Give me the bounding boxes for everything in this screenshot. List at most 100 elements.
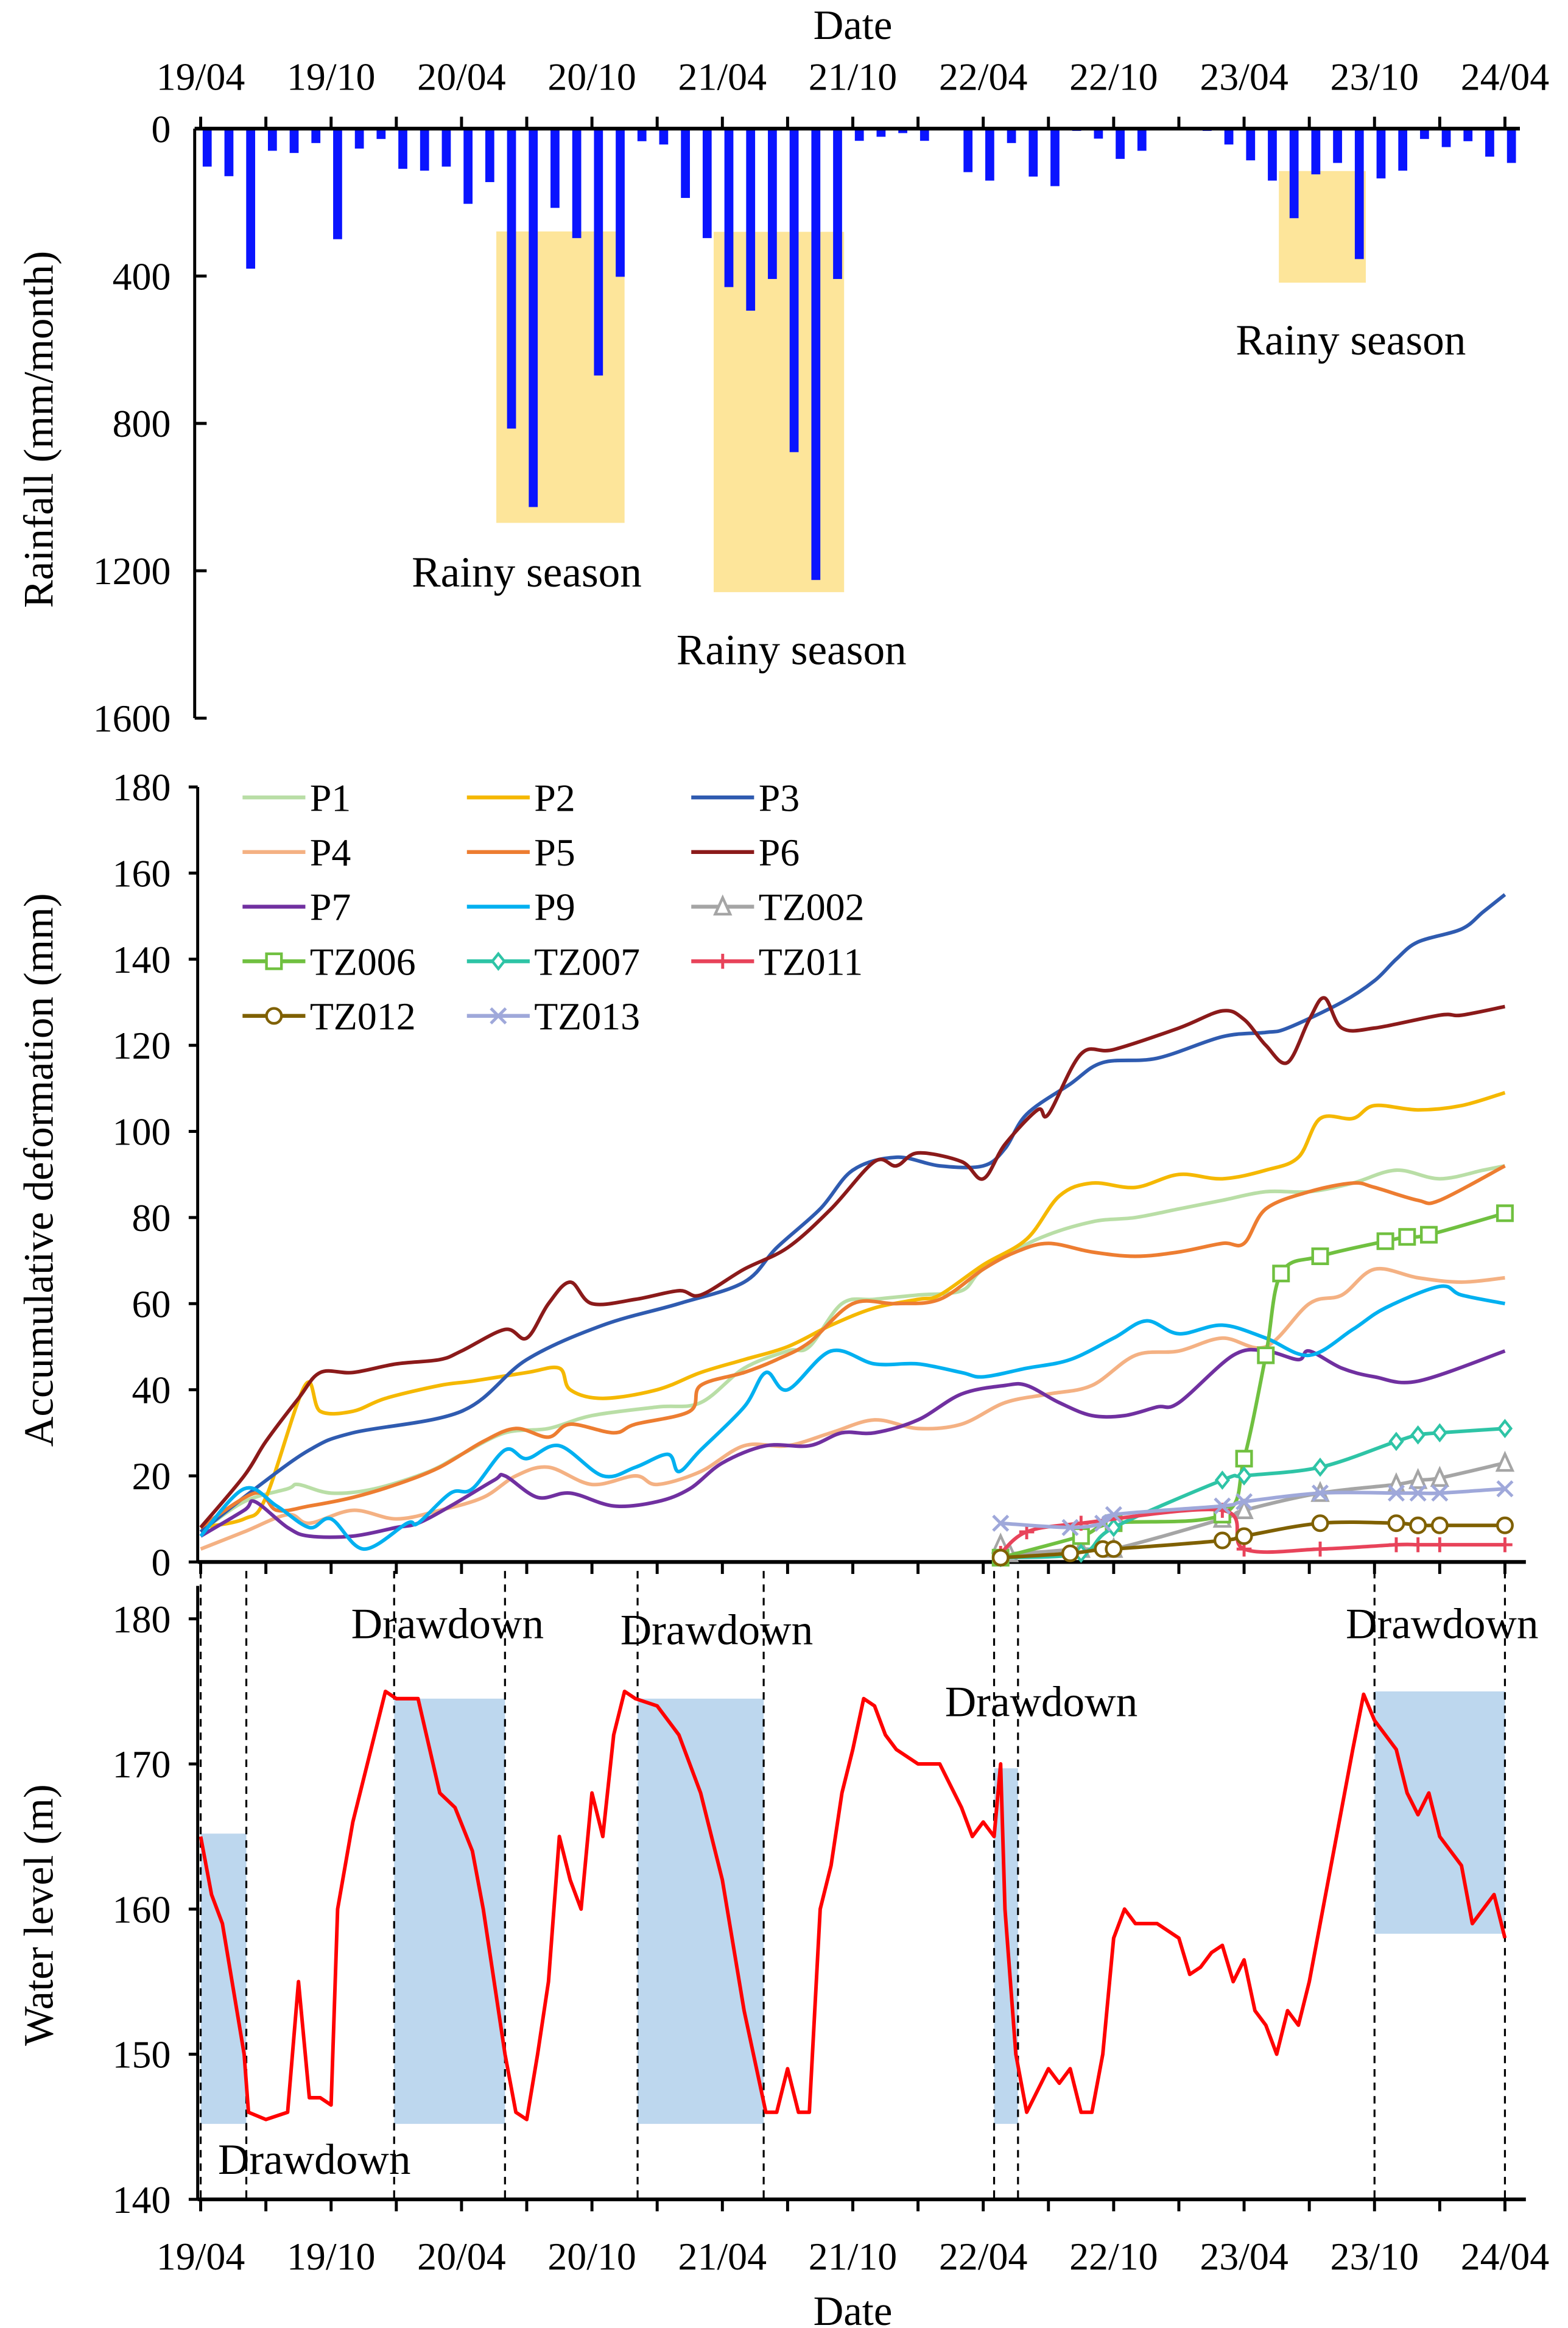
data-point-tz012 bbox=[1496, 1516, 1514, 1534]
rainfall-bar bbox=[1354, 129, 1364, 259]
series-line-p6 bbox=[199, 996, 1506, 1529]
rainfall-bar bbox=[746, 129, 756, 311]
x-tick-label: 19/10 bbox=[287, 55, 375, 98]
y-tick-label: 80 bbox=[132, 1196, 171, 1240]
data-point-tz012 bbox=[1311, 1514, 1329, 1533]
data-point-tz007 bbox=[1214, 1470, 1231, 1490]
data-point-tz012 bbox=[1213, 1531, 1231, 1550]
rainfall-bar bbox=[724, 129, 734, 287]
y-tick-label: 0 bbox=[151, 1540, 171, 1584]
rainfall-bar bbox=[833, 129, 842, 280]
rainfall-bar bbox=[1441, 129, 1451, 147]
series-line-p4 bbox=[200, 1266, 1505, 1551]
legend-label-tz011: TZ011 bbox=[759, 940, 863, 983]
data-point-tz006 bbox=[1398, 1228, 1416, 1246]
rainfall-bar bbox=[572, 129, 582, 238]
rainfall-bar bbox=[1333, 129, 1342, 163]
data-point-tz013 bbox=[1311, 1484, 1329, 1502]
rainfall-bar bbox=[789, 129, 799, 453]
data-point-tz007 bbox=[1497, 1419, 1513, 1439]
y-tick-label: 160 bbox=[113, 1888, 171, 1931]
data-point-tz006 bbox=[1272, 1265, 1290, 1283]
rainfall-bar bbox=[681, 129, 690, 198]
bottom-x-axis-title: Date bbox=[814, 2288, 893, 2328]
x-tick-label: 21/04 bbox=[678, 2235, 767, 2278]
rainfall-bar bbox=[963, 129, 973, 172]
rainfall-bar bbox=[1050, 129, 1060, 186]
data-point-tz013 bbox=[1431, 1484, 1449, 1502]
y-tick-label: 180 bbox=[113, 1598, 171, 1641]
series-line-p9 bbox=[199, 1284, 1506, 1551]
series-line-p5 bbox=[199, 1164, 1506, 1529]
x-tick-label: 23/04 bbox=[1200, 2235, 1288, 2278]
x-tick-label: 23/10 bbox=[1331, 55, 1419, 98]
rainfall-panel: 0 400 800 1200 1600 19/04 19/10 20/04 20/10 21/04… bbox=[93, 55, 1549, 740]
x-tick-label: 23/04 bbox=[1200, 55, 1288, 98]
x-tick-label: 20/04 bbox=[417, 2235, 505, 2278]
data-point-tz011 bbox=[1388, 1537, 1404, 1553]
data-point-tz002 bbox=[1430, 1466, 1450, 1487]
rainfall-bar bbox=[811, 129, 821, 580]
rainy-season-shade-1 bbox=[496, 231, 625, 523]
data-point-tz006 bbox=[1376, 1232, 1394, 1250]
rainfall-bar bbox=[1246, 129, 1256, 161]
data-point-tz007 bbox=[1410, 1425, 1426, 1445]
data-point-tz011 bbox=[1410, 1537, 1426, 1553]
rainfall-bar bbox=[1311, 129, 1321, 175]
y-tick-label: 140 bbox=[113, 2178, 171, 2221]
drawdown-shade-5 bbox=[1374, 1691, 1505, 1934]
data-point-tz011 bbox=[1312, 1541, 1328, 1557]
rainfall-bar bbox=[202, 129, 212, 167]
rainfall-bar bbox=[1289, 129, 1299, 219]
data-point-tz006 bbox=[1496, 1204, 1514, 1222]
data-point-tz012 bbox=[1409, 1516, 1427, 1534]
data-point-tz006 bbox=[1257, 1346, 1275, 1364]
rainfall-bar bbox=[1463, 129, 1473, 141]
y-tick-label: 150 bbox=[113, 2033, 171, 2076]
rainfall-bar bbox=[289, 129, 299, 153]
rainfall-bar bbox=[876, 129, 886, 137]
legend-label-p3: P3 bbox=[759, 776, 800, 819]
rainfall-bar bbox=[507, 129, 516, 429]
y-tick-label: 400 bbox=[113, 255, 171, 298]
y-tick-label: 1600 bbox=[93, 697, 171, 740]
rainfall-bar bbox=[768, 129, 777, 280]
rainfall-bar bbox=[1398, 129, 1408, 171]
legend-label-p9: P9 bbox=[534, 886, 575, 929]
rainfall-bar bbox=[1506, 129, 1516, 163]
rainfall-bar bbox=[333, 129, 342, 239]
rainfall-bar bbox=[919, 129, 929, 141]
rainfall-bar bbox=[246, 129, 256, 269]
drawdown-label-4: Drawdown bbox=[1346, 1601, 1538, 1648]
data-point-tz006 bbox=[1072, 1527, 1090, 1545]
y-tick-label: 120 bbox=[113, 1024, 171, 1067]
rainfall-bar bbox=[898, 129, 907, 133]
rainfall-bar bbox=[1376, 129, 1386, 178]
data-point-tz006 bbox=[1311, 1247, 1329, 1265]
data-point-tz013 bbox=[1214, 1497, 1231, 1515]
data-point-tz007 bbox=[1236, 1466, 1252, 1486]
data-point-tz002 bbox=[1234, 1498, 1254, 1520]
rainfall-bar bbox=[985, 129, 994, 181]
legend-marker-tz013 bbox=[490, 1007, 507, 1025]
rainfall-bar bbox=[354, 129, 364, 149]
rainfall-bar bbox=[376, 129, 386, 139]
rainy-season-shade-2 bbox=[714, 231, 845, 593]
rainfall-bar bbox=[420, 129, 429, 171]
rainfall-bar bbox=[1419, 129, 1429, 139]
legend-label-p2: P2 bbox=[534, 776, 575, 819]
y-tick-label: 1200 bbox=[93, 549, 171, 593]
x-tick-label: 21/10 bbox=[809, 55, 897, 98]
x-tick-label: 20/10 bbox=[547, 2235, 636, 2278]
legend-label-tz012: TZ012 bbox=[310, 995, 416, 1038]
legend-marker-tz002 bbox=[713, 894, 733, 916]
legend-label-tz013: TZ013 bbox=[534, 995, 640, 1038]
drawdown-label-5: Drawdown bbox=[218, 2136, 410, 2184]
data-point-tz002 bbox=[1495, 1450, 1515, 1472]
legend-marker-tz012 bbox=[265, 1007, 283, 1025]
data-point-tz011 bbox=[1432, 1537, 1447, 1553]
data-point-tz007 bbox=[1432, 1423, 1447, 1443]
water-level-panel: 140 150 160 170 180 19/04 19/10 20/04 20/10 21/04… bbox=[113, 1571, 1549, 2278]
legend-label-tz007: TZ007 bbox=[534, 940, 640, 983]
data-point-tz007 bbox=[1312, 1458, 1328, 1477]
